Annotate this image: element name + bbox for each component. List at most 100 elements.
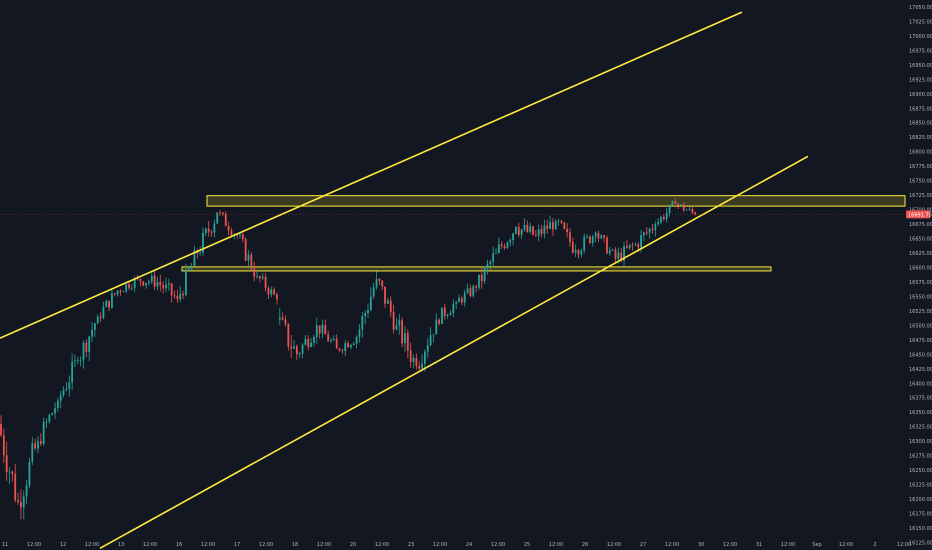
candle-body [91,330,93,337]
candle-body [571,242,574,253]
candle-body [148,281,150,283]
price-tick-label: 16775.00 [909,164,932,170]
candle-body [677,203,679,206]
candle-body [435,319,438,335]
candle-body [472,286,475,296]
time-tick-label: 12:00 [317,542,331,548]
candle-body [125,284,128,292]
candle-body [654,224,657,231]
candle-body [423,351,426,364]
candle-body [108,300,111,308]
candle-body [597,232,600,239]
candle-body [489,261,492,265]
resistance-zone[interactable] [181,266,772,272]
candle-body [583,236,586,251]
candle-body [458,298,460,303]
trend-line[interactable] [99,155,809,549]
price-tick-label: 16500.00 [909,323,932,329]
time-tick-label: 12:00 [375,542,389,548]
time-tick-label: 12:00 [839,542,853,548]
price-tick-label: 16800.00 [909,150,932,156]
candle-body [537,229,540,236]
candle-body [614,249,617,259]
candle-body [335,338,338,349]
price-tick-label: 16250.00 [909,468,932,474]
time-axis[interactable]: 11 12:00 12 12:00 13 12:00 16 12:00 17 12:00 18 12:… [2,542,911,548]
time-tick-label: 12:00 [897,542,911,548]
price-axis[interactable]: 17050.00 17025.00 17000.00 16975.00 16950.00… [909,5,932,547]
candle-body [31,443,34,462]
candle-body [480,274,483,282]
time-tick-label: 27 [640,542,646,548]
price-tick-label: 16175.00 [909,512,932,518]
candle-body [99,316,102,318]
candle-body [392,312,395,330]
time-tick-label: 17 [234,542,240,548]
candle-body [418,365,421,369]
candle-body [321,324,324,334]
candle-body [2,435,5,456]
trend-line[interactable] [0,11,743,339]
candle-body [569,232,571,243]
candle-body [398,320,401,326]
time-tick-label: 12 [60,542,66,548]
candle-body [415,358,418,366]
candle-body [216,212,219,224]
trend-lines[interactable] [0,11,809,549]
candle-body [512,233,514,241]
candle-body [341,350,344,352]
candle-body [631,244,634,246]
candle-body [250,254,253,269]
candle-body [51,413,54,415]
price-tick-label: 16275.00 [909,454,932,460]
price-tick-label: 16400.00 [909,381,932,387]
candle-body [338,348,341,351]
time-tick-label: 16 [176,542,182,548]
price-tick-label: 16200.00 [909,497,932,503]
candle-body [113,293,116,295]
price-tick-label: 16650.00 [909,237,932,243]
resistance-zone[interactable] [206,195,906,207]
candle-body [159,281,162,286]
candle-body [594,232,597,237]
price-tick-label: 16125.00 [909,540,932,546]
candle-body [34,443,37,449]
price-tick-label: 17025.00 [909,19,932,25]
time-tick-label: 13 [118,542,124,548]
price-tick-label: 16625.00 [909,251,932,257]
candle-body [685,209,688,211]
candle-body [347,343,349,348]
candle-body [301,344,304,354]
candle-body [227,226,230,231]
candle-body [293,346,295,349]
candle-body [0,423,2,436]
candle-body [355,336,358,344]
price-tick-label: 16150.00 [909,526,932,532]
candle-body [623,246,625,261]
time-tick-label: 12:00 [607,542,621,548]
candle-body [463,292,466,303]
candle-body [290,346,293,349]
candle-body [449,312,452,316]
time-tick-label: 12:00 [665,542,679,548]
candle-body [153,275,156,287]
candle-body [645,232,648,234]
candle-body [384,286,386,304]
candle-body [361,316,364,330]
candle-body [460,298,463,303]
candle-body [586,236,588,238]
candle-body [273,289,276,295]
candle-body [580,250,583,255]
candle-body [267,288,270,295]
candle-body [167,283,170,285]
candle-body [165,284,167,289]
candle-body [532,226,534,235]
candle-body [332,338,335,341]
candle-body [327,334,330,342]
time-tick-label: 20 [350,542,356,548]
support-resistance-zones[interactable] [181,195,906,272]
candle-body [412,358,415,363]
candle-body [648,228,651,233]
candle-body [540,229,543,234]
